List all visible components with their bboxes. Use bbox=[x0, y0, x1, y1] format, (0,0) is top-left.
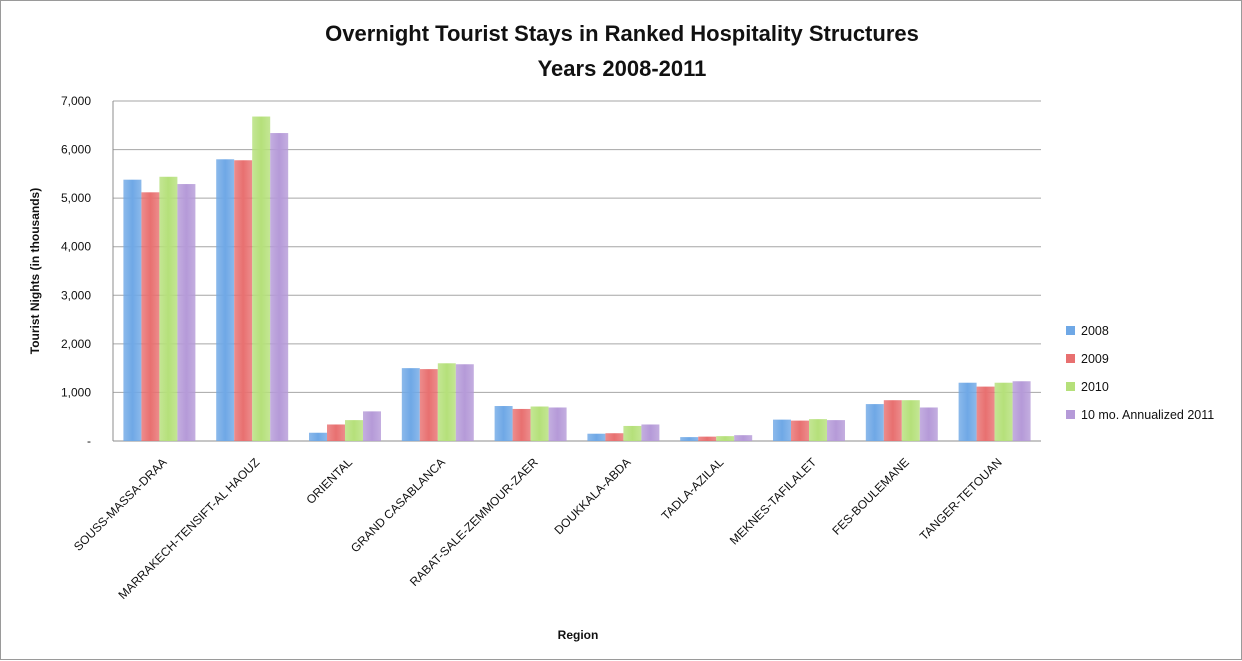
x-tick-label: ORIENTAL bbox=[303, 455, 355, 507]
bar-10-mo-annualized-2011 bbox=[734, 435, 753, 441]
bar-10-mo-annualized-2011 bbox=[455, 364, 474, 441]
bar-2010 bbox=[437, 363, 456, 441]
bar-2008 bbox=[587, 433, 606, 441]
x-tick-label: SOUSS-MASSA-DRAA bbox=[71, 455, 170, 554]
bar-2008 bbox=[309, 432, 327, 441]
bar-2008 bbox=[773, 419, 791, 441]
bar-2009 bbox=[141, 192, 160, 441]
bar-2010 bbox=[252, 116, 271, 442]
bar-10-mo-annualized-2011 bbox=[827, 420, 845, 441]
bar-2009 bbox=[327, 424, 345, 441]
x-tick-label: TADLA-AZILAL bbox=[659, 455, 727, 523]
bar-2008 bbox=[123, 179, 142, 441]
legend-swatch bbox=[1066, 382, 1075, 391]
bar-2009 bbox=[605, 433, 624, 441]
bars bbox=[123, 116, 1031, 442]
y-tick-label: 1,000 bbox=[61, 385, 91, 399]
y-tick-label: 5,000 bbox=[61, 191, 91, 205]
legend-label: 2009 bbox=[1081, 352, 1109, 366]
legend-swatch bbox=[1066, 410, 1075, 419]
x-tick-label: MEKNES-TAFILALET bbox=[727, 455, 820, 548]
y-axis-label: Tourist Nights (in thousands) bbox=[28, 188, 42, 354]
legend-label: 2010 bbox=[1081, 380, 1109, 394]
y-tick-label: 2,000 bbox=[61, 337, 91, 351]
bar-2009 bbox=[791, 420, 809, 441]
x-tick-label: DOUKKALA-ABDA bbox=[551, 455, 633, 537]
y-tick-label: 4,000 bbox=[61, 240, 91, 254]
bar-10-mo-annualized-2011 bbox=[363, 411, 381, 441]
bar-10-mo-annualized-2011 bbox=[641, 424, 660, 441]
bar-2008 bbox=[958, 382, 977, 441]
chart-subtitle: Years 2008-2011 bbox=[538, 56, 707, 81]
bar-2010 bbox=[345, 420, 363, 441]
y-axis-ticks: - 1,000 2,000 3,000 4,000 5,000 6,000 7,000 bbox=[61, 94, 91, 448]
bar-2009 bbox=[976, 386, 995, 441]
bar-10-mo-annualized-2011 bbox=[548, 407, 567, 441]
bar-2009 bbox=[419, 369, 438, 441]
x-tick-label: TANGER-TETOUAN bbox=[917, 455, 1005, 543]
bar-2009 bbox=[234, 160, 253, 441]
bar-10-mo-annualized-2011 bbox=[919, 407, 938, 441]
chart-title: Overnight Tourist Stays in Ranked Hospit… bbox=[325, 21, 919, 46]
bar-2009 bbox=[698, 436, 717, 441]
bar-2010 bbox=[623, 425, 642, 441]
x-tick-label: GRAND CASABLANCA bbox=[348, 455, 448, 555]
x-tick-label: FES-BOULEMANE bbox=[829, 455, 912, 538]
bar-2010 bbox=[530, 406, 549, 441]
bar-2010 bbox=[901, 400, 920, 441]
bar-2010 bbox=[159, 176, 178, 441]
bar-2010 bbox=[716, 436, 735, 441]
legend-swatch bbox=[1066, 326, 1075, 335]
bar-2008 bbox=[865, 404, 884, 441]
legend-label: 10 mo. Annualized 2011 bbox=[1081, 408, 1214, 422]
y-tick-label: - bbox=[87, 434, 91, 448]
y-tick-label: 7,000 bbox=[61, 94, 91, 108]
x-axis-label: Region bbox=[558, 628, 599, 642]
y-tick-label: 6,000 bbox=[61, 143, 91, 157]
bar-10-mo-annualized-2011 bbox=[1012, 381, 1031, 441]
y-tick-label: 3,000 bbox=[61, 288, 91, 302]
bar-2009 bbox=[512, 408, 531, 441]
bar-10-mo-annualized-2011 bbox=[270, 133, 289, 442]
legend-swatch bbox=[1066, 354, 1075, 363]
bar-2010 bbox=[994, 382, 1013, 441]
bar-2008 bbox=[401, 368, 420, 441]
bar-2008 bbox=[494, 406, 513, 441]
legend-label: 2008 bbox=[1081, 324, 1109, 338]
bar-10-mo-annualized-2011 bbox=[177, 184, 196, 442]
bar-2008 bbox=[216, 159, 235, 442]
legend: 2008 2009 2010 10 mo. Annualized 2011 bbox=[1066, 324, 1214, 422]
bar-2010 bbox=[809, 419, 827, 441]
bar-2008 bbox=[680, 437, 699, 441]
bar-2009 bbox=[883, 400, 902, 441]
